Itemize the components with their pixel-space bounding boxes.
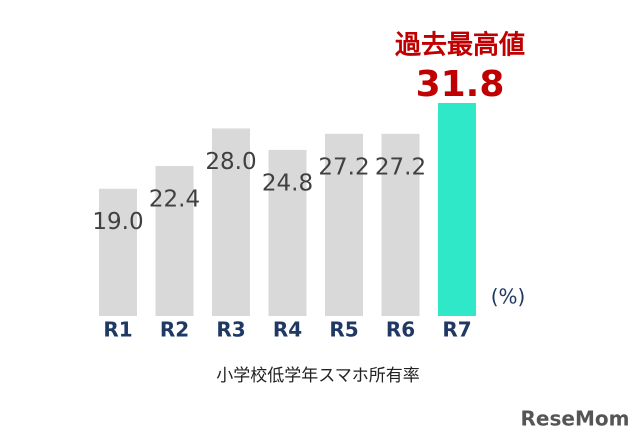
x-tick-label: R6 [386,318,415,342]
bar [212,128,250,316]
value-label: 27.2 [375,154,426,180]
bar [268,149,307,316]
x-tick-label: R5 [329,318,358,342]
unit-label: (%) [491,285,526,309]
annotation: 過去最高値 [395,30,525,61]
x-tick-label: R4 [273,318,302,342]
watermark: ReseMom [521,407,630,431]
x-tick-label: R2 [160,318,189,342]
bar [381,133,420,316]
bar [99,188,137,316]
value-label: 19.0 [92,209,143,235]
x-tick-label: R3 [216,318,245,342]
value-label: 24.8 [262,170,313,196]
bar [155,165,194,316]
value-label: 22.4 [149,186,200,212]
bar [438,103,476,316]
value-label: 27.2 [318,154,369,180]
caption: 小学校低学年スマホ所有率 [216,366,420,386]
bar [325,133,363,316]
value-label: 31.8 [416,64,505,105]
value-label: 28.0 [205,149,256,175]
x-tick-label: R1 [103,318,132,342]
x-tick-label: R7 [442,318,471,342]
